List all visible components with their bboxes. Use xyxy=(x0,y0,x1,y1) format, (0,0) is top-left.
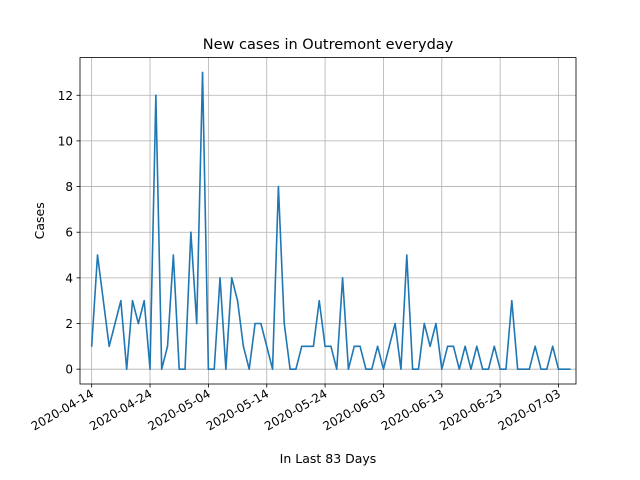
data-point xyxy=(341,277,344,279)
data-point xyxy=(446,345,449,348)
data-point xyxy=(155,94,157,96)
data-point xyxy=(557,368,560,370)
data-point xyxy=(522,368,525,370)
plot-frame xyxy=(79,57,577,385)
data-point xyxy=(102,299,105,302)
data-point xyxy=(417,368,420,370)
data-point xyxy=(435,322,437,325)
data-point xyxy=(283,322,285,325)
data-point xyxy=(365,368,367,370)
y-axis-ticks: 0 2 4 6 8 10 12 xyxy=(58,89,80,377)
data-point xyxy=(248,368,250,370)
data-point xyxy=(411,368,414,370)
data-point xyxy=(178,368,180,370)
data-point xyxy=(207,368,210,370)
data-point xyxy=(160,368,163,370)
data-point xyxy=(254,322,256,325)
data-point xyxy=(137,322,140,325)
data-point xyxy=(551,345,554,348)
data-point xyxy=(516,368,519,370)
data-point xyxy=(458,368,460,370)
data-point xyxy=(306,345,309,348)
data-point xyxy=(353,345,355,348)
data-point xyxy=(569,368,571,370)
data-point xyxy=(312,345,315,348)
data-point xyxy=(330,345,332,348)
data-point xyxy=(499,368,501,370)
data-point xyxy=(528,368,531,370)
data-point xyxy=(242,345,245,348)
data-point xyxy=(125,368,128,370)
data-point xyxy=(452,345,455,348)
data-point xyxy=(213,368,215,370)
data-point xyxy=(429,345,431,348)
data-point xyxy=(505,368,507,370)
data-point xyxy=(131,299,134,302)
data-point xyxy=(382,368,385,370)
data-point xyxy=(546,368,548,370)
data-point xyxy=(406,254,408,256)
y-tick-label: 12 xyxy=(58,89,73,103)
data-point xyxy=(166,345,169,348)
data-point xyxy=(108,345,110,348)
data-point xyxy=(324,345,326,348)
data-point xyxy=(271,368,274,370)
data-point xyxy=(277,185,280,188)
data-point xyxy=(336,368,338,370)
data-point xyxy=(347,368,350,370)
y-tick-label: 6 xyxy=(65,226,73,240)
y-tick-label: 10 xyxy=(58,134,73,148)
data-point xyxy=(423,322,425,325)
data-point xyxy=(236,299,239,302)
y-tick-label: 0 xyxy=(65,363,73,377)
data-point xyxy=(487,368,490,370)
data-point xyxy=(172,254,175,256)
data-point xyxy=(143,299,145,302)
data-point xyxy=(563,368,566,370)
data-point xyxy=(476,345,478,348)
data-point xyxy=(359,345,361,348)
y-tick-label: 4 xyxy=(65,271,73,285)
data-point xyxy=(225,368,227,370)
data-point xyxy=(318,299,320,302)
data-point xyxy=(149,368,151,370)
data-point xyxy=(464,345,466,348)
y-tick-label: 2 xyxy=(65,317,73,331)
data-point xyxy=(196,322,198,325)
data-point xyxy=(481,368,484,370)
data-point xyxy=(388,345,390,348)
data-point xyxy=(120,299,122,302)
data-point xyxy=(400,368,402,370)
series-layer xyxy=(90,71,571,370)
data-point xyxy=(470,368,472,370)
data-point xyxy=(371,368,373,370)
data-point xyxy=(231,277,233,279)
data-point xyxy=(219,277,221,279)
data-point xyxy=(184,368,186,370)
data-point xyxy=(540,368,542,370)
y-axis-label: Cases xyxy=(32,202,47,239)
data-point xyxy=(90,345,93,348)
data-point xyxy=(534,345,536,348)
data-point xyxy=(190,231,192,233)
data-point xyxy=(295,368,297,370)
data-point xyxy=(260,322,262,325)
data-point xyxy=(96,254,99,256)
data-point xyxy=(301,345,303,348)
grid-lines xyxy=(80,57,576,384)
data-point xyxy=(289,368,291,370)
data-point xyxy=(493,345,496,348)
data-point xyxy=(266,345,268,348)
data-point xyxy=(114,322,116,325)
data-point xyxy=(441,368,443,370)
y-tick-label: 8 xyxy=(65,180,73,194)
data-point xyxy=(394,322,396,325)
chart-title: New cases in Outremont everyday xyxy=(203,37,454,53)
data-point xyxy=(201,71,204,74)
data-point xyxy=(376,345,379,348)
x-axis-label: In Last 83 Days xyxy=(280,451,377,466)
data-point xyxy=(511,299,513,302)
